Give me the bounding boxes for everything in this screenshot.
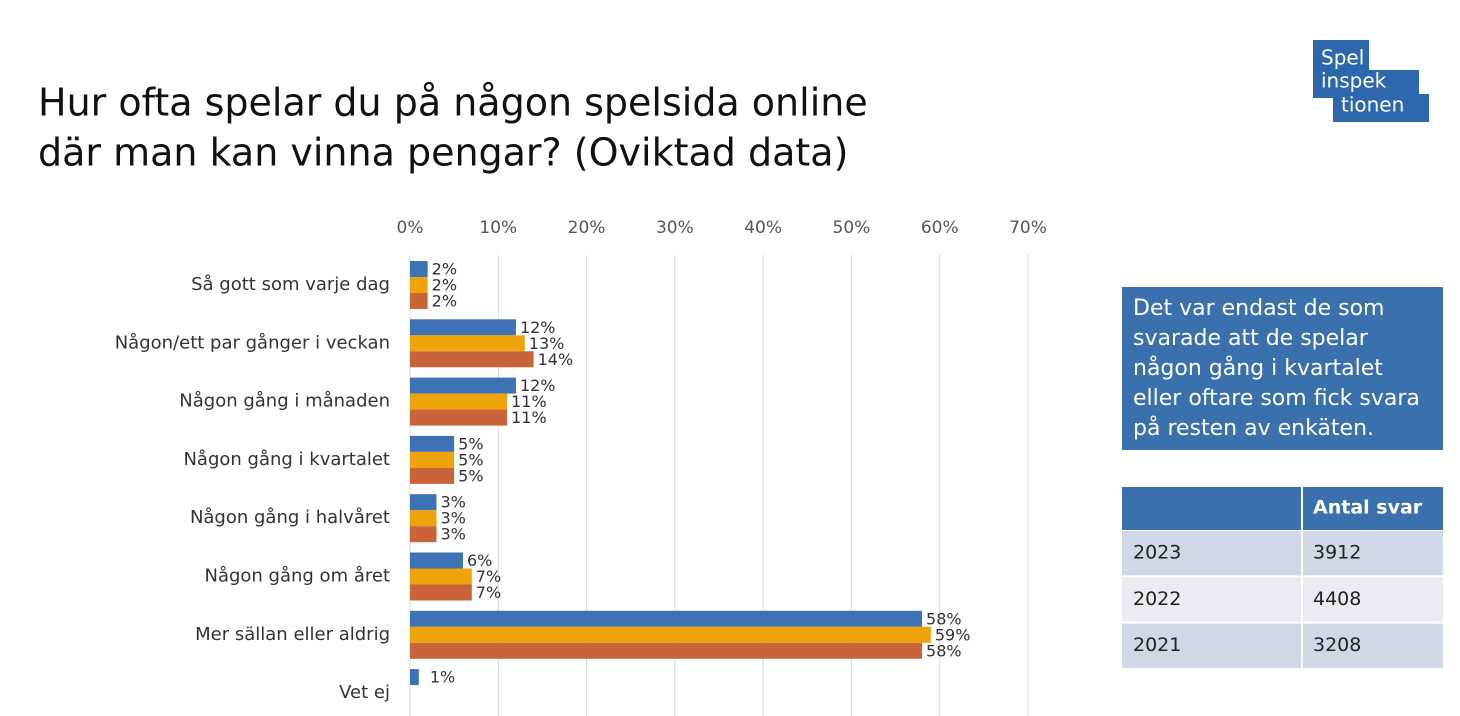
- value-label: 11%: [511, 392, 547, 411]
- bar: [410, 610, 923, 627]
- value-label: 58%: [926, 641, 962, 660]
- note: Det var endast de som svarade att de spel…: [1133, 296, 1420, 441]
- bar: [410, 451, 455, 468]
- x-tick-label: 30%: [656, 218, 694, 238]
- logo-text: inspek: [1321, 69, 1387, 93]
- note-box: [1122, 287, 1443, 450]
- x-tick-label: 60%: [921, 218, 959, 238]
- table-row: [1122, 623, 1443, 668]
- bar: [410, 494, 437, 511]
- bar: [410, 642, 923, 659]
- bar: [410, 293, 428, 309]
- value-label: 11%: [511, 408, 547, 427]
- x-tick-label: 20%: [568, 218, 606, 238]
- bar: [410, 435, 455, 452]
- y-tick-label: Någon gång i kvartalet: [183, 449, 390, 470]
- y-tick-label: Någon gång om året: [204, 566, 390, 587]
- x-tick-label: 40%: [744, 218, 782, 238]
- y-tick-label: Vet ej: [339, 682, 390, 703]
- bar: [410, 409, 508, 426]
- note-line: på resten av enkäten.: [1133, 415, 1374, 441]
- bar: [410, 261, 428, 277]
- bar: [410, 351, 534, 368]
- value-label: 5%: [458, 450, 483, 469]
- bar: [410, 377, 516, 394]
- y-tick-label: Någon gång i halvåret: [190, 507, 390, 528]
- y-tick-label: Mer sällan eller aldrig: [195, 624, 390, 645]
- value-label: 1%: [430, 668, 455, 687]
- value-label: 12%: [520, 318, 556, 337]
- bar: [410, 552, 463, 569]
- note-line: Det var endast de som: [1133, 296, 1385, 321]
- value-label: 12%: [520, 376, 556, 395]
- x-tick-label: 10%: [479, 218, 517, 238]
- table-cell: 3208: [1313, 634, 1361, 656]
- table-header: [1122, 487, 1443, 530]
- value-label: 58%: [926, 609, 962, 628]
- bar: [410, 669, 419, 686]
- table-cell: 4408: [1313, 588, 1361, 610]
- value-label: 6%: [467, 551, 492, 570]
- bar: [410, 626, 931, 643]
- table-cell: 3912: [1313, 542, 1361, 564]
- value-label: 5%: [458, 466, 483, 485]
- bar: [410, 277, 428, 293]
- note-line: svarade att de spelar: [1133, 326, 1369, 351]
- value-label: 59%: [935, 625, 971, 644]
- table-cell: 2021: [1133, 634, 1181, 656]
- table-header-cell: Antal svar: [1313, 497, 1423, 519]
- value-label: 2%: [432, 260, 457, 279]
- table-cell: 2022: [1133, 588, 1181, 610]
- logo-block: [1313, 40, 1369, 74]
- title-line: där man kan vinna pengar? (Oviktad data): [38, 131, 848, 175]
- bar: [410, 568, 472, 585]
- table-body: 2023 3912 2022 4408 2021 3208: [1122, 530, 1443, 669]
- note-line: någon gång i kvartalet: [1133, 355, 1383, 381]
- table-row: [1122, 577, 1443, 622]
- bar: [410, 335, 525, 352]
- bar: [410, 526, 437, 543]
- value-label: 5%: [458, 434, 483, 453]
- table-cell: 2023: [1133, 542, 1181, 564]
- logo-text: tionen: [1341, 93, 1404, 117]
- table-row: [1122, 531, 1443, 576]
- y-tick-label: Så gott som varje dag: [191, 274, 390, 295]
- note-line: eller oftare som fick svara: [1133, 386, 1420, 411]
- logo-block: [1313, 70, 1419, 98]
- value-label: 13%: [529, 334, 565, 353]
- value-label: 2%: [432, 276, 457, 295]
- bar: [410, 467, 455, 484]
- value-label: 3%: [440, 509, 465, 528]
- value-label: 7%: [476, 567, 501, 586]
- value-label: 3%: [440, 525, 465, 544]
- y-tick-label: Någon/ett par gånger i veckan: [115, 332, 390, 353]
- bar: [410, 584, 472, 601]
- logo: Spel inspek tionen: [1313, 40, 1429, 122]
- value-label: 7%: [476, 583, 501, 602]
- logo-block: [1333, 94, 1429, 122]
- bar: [410, 319, 516, 336]
- title-line: Hur ofta spelar du på någon spelsida onl…: [38, 81, 868, 125]
- x-tick-label: 70%: [1009, 218, 1047, 238]
- bar: [410, 393, 508, 410]
- value-label: 14%: [538, 350, 574, 369]
- value-label: 3%: [440, 493, 465, 512]
- x-tick-label: 50%: [833, 218, 871, 238]
- y-tick-label: Någon gång i månaden: [179, 391, 390, 412]
- value-label: 2%: [432, 292, 457, 311]
- bar: [410, 510, 437, 527]
- x-tick-label: 0%: [397, 218, 424, 238]
- logo-text: Spel: [1321, 46, 1364, 70]
